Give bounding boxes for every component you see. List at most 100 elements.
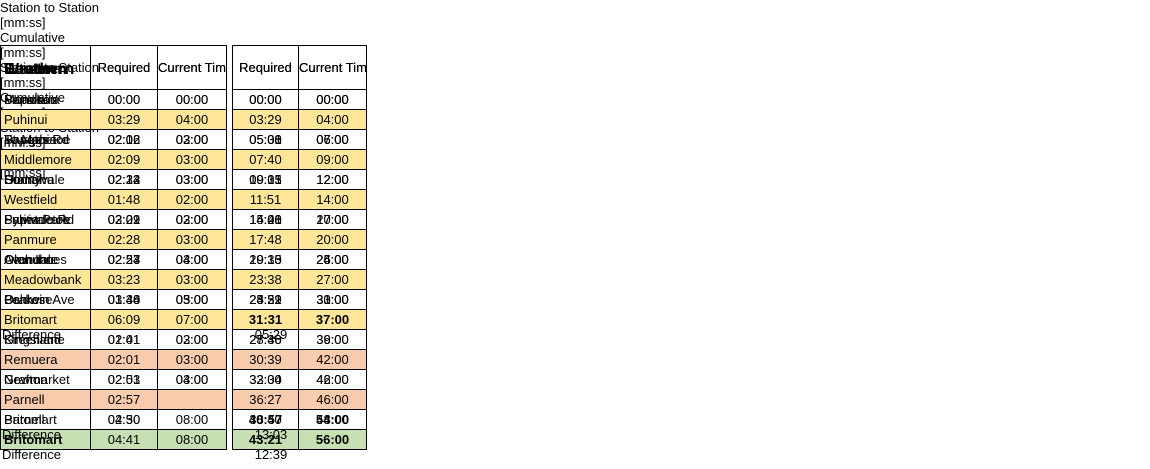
station: Sylvia Park — [0, 209, 91, 230]
column-header: Current Timetable — [157, 45, 227, 90]
time-cell: 01:44 — [90, 289, 158, 310]
station: Britomart — [0, 409, 91, 430]
group-unit: [mm:ss] — [0, 15, 46, 30]
time-cell: 02:23 — [90, 169, 158, 190]
station: Manukau — [0, 89, 91, 110]
station: Parnell — [0, 389, 91, 410]
station-row: Westfield 01:48 02:00 11:51 14:00 — [0, 189, 367, 210]
time-cell: 11:51 — [232, 189, 299, 210]
time-cell: 03:00 — [157, 229, 227, 250]
time-cell: 04:41 — [90, 429, 158, 450]
time-cell: 17:00 — [298, 209, 367, 230]
time-cell: 02:00 — [157, 129, 227, 150]
time-cell: 02:28 — [90, 229, 158, 250]
time-cell — [157, 389, 227, 410]
time-cell: 03:23 — [90, 269, 158, 290]
time-cell: 02:02 — [90, 129, 158, 150]
line-title: Eastern — [0, 45, 91, 90]
time-cell: 30:00 — [298, 289, 367, 310]
station-row: Newmarket 02:51 04:00 33:30 46:00 — [0, 369, 367, 390]
time-cell: 03:29 — [232, 109, 299, 130]
time-cell — [90, 89, 158, 110]
station-row: Orakei 01:44 03:00 25:22 30:00 — [0, 289, 367, 310]
time-cell: 07:00 — [157, 309, 227, 330]
time-cell: 46:00 — [298, 389, 367, 410]
station: Meadowbank — [0, 269, 91, 290]
column-header: Required — [232, 45, 299, 90]
time-cell: 04:00 — [157, 249, 227, 270]
station: Newmarket — [0, 369, 91, 390]
time-cell: 27:00 — [298, 269, 367, 290]
time-cell: 05:31 — [232, 129, 299, 150]
station: Glen Innes — [0, 249, 91, 270]
station-row: Meadowbank 03:23 03:00 23:38 27:00 — [0, 269, 367, 290]
time-cell: 06:09 — [90, 309, 158, 330]
time-cell: 25:22 — [232, 289, 299, 310]
station-row: Britomart 06:09 07:00 31:31 37:00 — [0, 309, 367, 330]
difference-value: 05:29 — [254, 327, 288, 342]
time-cell: 40:57 — [232, 409, 299, 430]
column-header: Current Timetable — [298, 45, 367, 90]
time-cell: 24:00 — [298, 249, 367, 270]
station: Britomart — [0, 429, 91, 450]
difference-label: Difference — [2, 447, 62, 462]
time-cell: 15:20 — [232, 209, 299, 230]
station: Westfield — [0, 189, 91, 210]
group-header: Station to Station[mm:ss] — [0, 0, 136, 30]
time-cell: 03:00 — [157, 209, 227, 230]
difference-value: 12:39 — [254, 447, 288, 462]
time-cell: 01:48 — [90, 189, 158, 210]
time-cell: 36:27 — [232, 389, 299, 410]
station-row: Glen Innes 02:27 04:00 20:15 24:00 — [0, 249, 367, 270]
time-cell: 46:00 — [298, 369, 367, 390]
column-header: Required — [90, 45, 158, 90]
time-cell: 43:21 — [232, 429, 299, 450]
time-cell: 03:00 — [157, 289, 227, 310]
station: Puhinui — [0, 109, 91, 130]
time-cell: 37:00 — [298, 309, 367, 330]
time-cell: 02:01 — [90, 349, 158, 370]
time-cell: 03:00 — [157, 349, 227, 370]
time-cell: 33:30 — [232, 369, 299, 390]
station-row: Britomart 04:41 08:00 43:21 56:00 — [0, 429, 367, 450]
time-cell: 04:30 — [90, 409, 158, 430]
group-name: Station to Station — [0, 0, 100, 15]
station: Papatoetoe — [0, 129, 91, 150]
time-cell: 06:00 — [298, 129, 367, 150]
station: Middlemore — [0, 149, 91, 170]
difference-label: Difference — [2, 427, 62, 442]
time-cell: 04:00 — [157, 109, 227, 130]
time-cell: 03:29 — [90, 209, 158, 230]
time-cell: 02:27 — [90, 249, 158, 270]
station-row: Britomart 04:30 08:00 40:57 54:00 — [0, 409, 367, 430]
table-block: Station to Station[mm:ss]Cumulative[mm:s… — [0, 45, 1150, 342]
station: Greenlane — [0, 329, 91, 350]
station-row: Remuera 02:01 03:00 30:39 42:00 — [0, 349, 367, 370]
time-cell: 03:00 — [157, 169, 227, 190]
station: Otahuhu — [0, 169, 91, 190]
difference-value: 13:03 — [254, 427, 288, 442]
station-row: Parnell 02:57 36:27 46:00 — [0, 389, 367, 410]
station-row: Middlemore 02:09 03:00 07:40 09:00 — [0, 149, 367, 170]
time-cell: 04:00 — [157, 369, 227, 390]
time-cell: 07:40 — [232, 149, 299, 170]
time-cell: 08:00 — [157, 429, 227, 450]
station: Orakei — [0, 289, 91, 310]
time-cell: 08:00 — [157, 409, 227, 430]
time-cell: 00:00 — [298, 89, 367, 110]
time-cell — [157, 89, 227, 110]
time-cell: 04:00 — [298, 109, 367, 130]
station-row: Otahuhu 02:23 03:00 10:03 12:00 — [0, 169, 367, 190]
time-cell: 17:48 — [232, 229, 299, 250]
time-cell: 56:00 — [298, 429, 367, 450]
time-cell: 03:00 — [157, 149, 227, 170]
station-row: Panmure 02:28 03:00 17:48 20:00 — [0, 229, 367, 250]
time-cell: 20:15 — [232, 249, 299, 270]
time-cell: 14:00 — [298, 189, 367, 210]
station: Panmure — [0, 229, 91, 250]
station-row: Papatoetoe 02:02 02:00 05:31 06:00 — [0, 129, 367, 150]
